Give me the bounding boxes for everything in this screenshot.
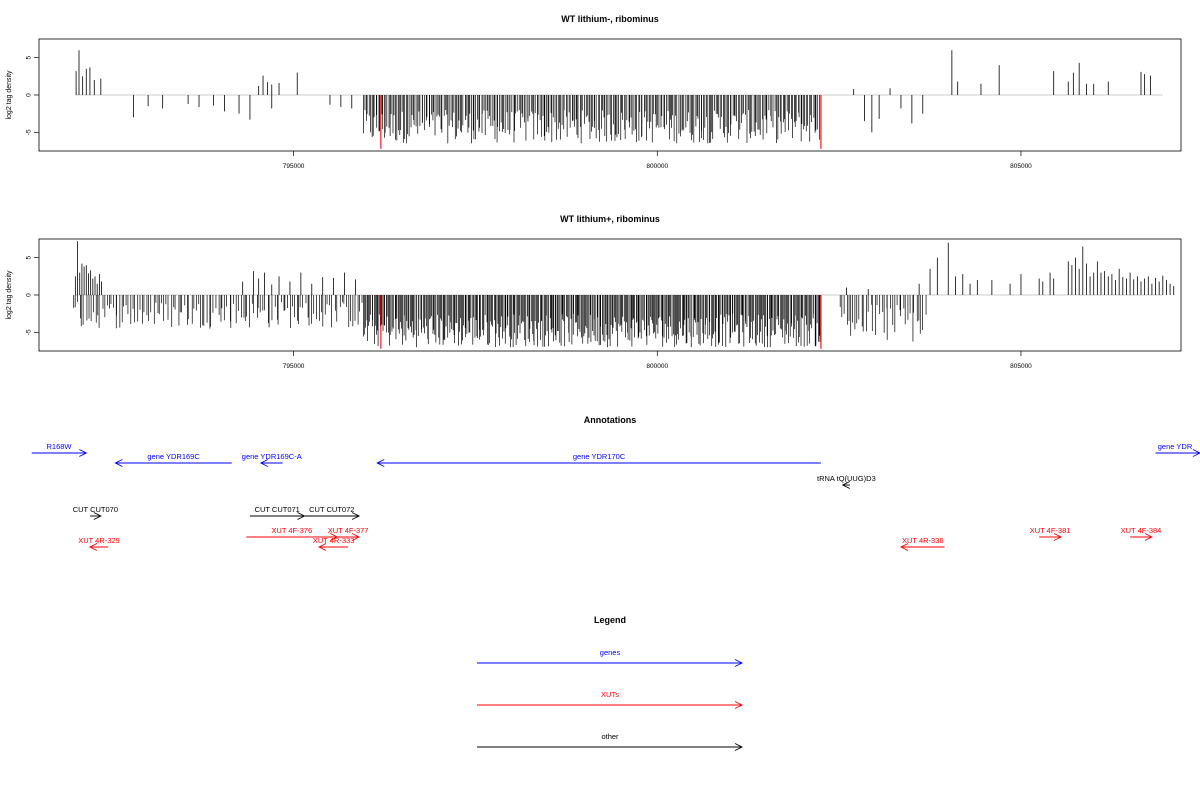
y-tick-label: 0: [26, 93, 33, 97]
x-tick-label: 795000: [283, 363, 305, 370]
annotation-feature: gene YDR169C-A: [242, 452, 302, 467]
annotation-feature: XUT 4F-384: [1121, 526, 1162, 541]
axes-group: 795000 800000 805000 -5 0 5: [26, 255, 1032, 370]
feature-arrowhead: [734, 743, 744, 751]
panel-title: WT lithium-, ribominus: [561, 14, 659, 24]
legend-label: other: [601, 732, 619, 741]
feature-arrowhead: [899, 543, 909, 551]
x-tick-label: 800000: [646, 363, 668, 370]
legend-entries: genes XUTs other: [477, 648, 744, 751]
annotation-feature: gene YDR169C: [114, 452, 232, 467]
legend: Legend genes XUTs other: [477, 615, 744, 751]
feature-arrowhead: [79, 449, 88, 457]
annotation-feature: R168W: [31, 442, 88, 457]
annotation-label: CUT CUT072: [309, 505, 354, 514]
annotation-feature: CUT CUT072: [304, 505, 361, 520]
track-panel-lithium-minus: WT lithium-, ribominus log2 tag density …: [6, 14, 1182, 170]
feature-arrowhead: [93, 512, 102, 520]
annotation-feature: XUT 4F-377: [328, 526, 369, 541]
annotation-label: CUT CUT070: [73, 505, 118, 514]
annotation-label: XUT 4R-329: [78, 536, 120, 545]
y-tick-label: 5: [26, 255, 33, 259]
feature-arrowhead: [841, 481, 850, 489]
legend-entry: other: [477, 732, 744, 751]
annotation-feature: XUT 4R-329: [78, 536, 120, 551]
feature-arrowhead: [734, 701, 744, 709]
annotation-label: CUT CUT071: [255, 505, 300, 514]
y-tick-label: -5: [26, 129, 33, 135]
x-tick-label: 795000: [283, 163, 305, 170]
feature-arrowhead: [318, 543, 327, 551]
legend-entry: genes: [477, 648, 744, 667]
legend-entry: XUTs: [477, 690, 744, 709]
annotation-label: XUT 4R-336: [902, 536, 944, 545]
annotation-label: gene YDR: [1158, 442, 1193, 451]
axes-group: 795000 800000 805000 -5 0 5: [26, 55, 1032, 170]
y-tick-label: -5: [26, 329, 33, 335]
legend-label: XUTs: [601, 690, 619, 699]
feature-arrowhead: [1144, 533, 1153, 541]
annotation-features: R168W gene YDR169C gene YDR169C-A gene YDR1…: [31, 442, 1200, 551]
panel-title: WT lithium+, ribominus: [560, 214, 660, 224]
y-axis-label: log2 tag density: [6, 70, 13, 120]
feature-arrowhead: [734, 659, 744, 667]
feature-arrowhead: [1053, 533, 1062, 541]
annotation-label: XUT 4F-376: [271, 526, 312, 535]
annotation-feature: XUT 4F-381: [1030, 526, 1071, 541]
legend-title: Legend: [594, 615, 626, 625]
annotation-feature: gene YDR170C: [376, 452, 821, 467]
annotation-label: XUT 4F-377: [328, 526, 369, 535]
x-tick-label: 805000: [1010, 363, 1032, 370]
annotation-label: tRNA tQ(UUG)D3: [817, 474, 876, 483]
annotation-feature: CUT CUT070: [73, 505, 118, 520]
feature-arrowhead: [88, 543, 98, 551]
annotations-panel: Annotations R168W gene YDR169C gene YDR169…: [31, 415, 1200, 551]
y-tick-label: 0: [26, 293, 33, 297]
bars-group: [75, 50, 1163, 149]
annotation-feature: XUT 4R-333: [313, 536, 355, 551]
annotation-label: gene YDR169C-A: [242, 452, 302, 461]
feature-arrowhead: [376, 459, 385, 467]
annotation-label: XUT 4R-333: [313, 536, 355, 545]
y-tick-label: 5: [26, 55, 33, 59]
annotation-label: R168W: [46, 442, 72, 451]
annotation-feature: gene YDR: [1155, 442, 1200, 457]
annotations-title: Annotations: [584, 415, 637, 425]
bars-group: [73, 241, 1175, 349]
annotation-label: XUT 4F-384: [1121, 526, 1162, 535]
feature-arrowhead: [1192, 449, 1200, 457]
annotation-feature: tRNA tQ(UUG)D3: [817, 474, 876, 489]
track-panel-lithium-plus: WT lithium+, ribominus log2 tag density …: [6, 214, 1182, 370]
x-tick-label: 805000: [1010, 163, 1032, 170]
annotation-label: gene YDR169C: [147, 452, 200, 461]
legend-label: genes: [600, 648, 621, 657]
annotation-label: XUT 4F-381: [1030, 526, 1071, 535]
y-axis-label: log2 tag density: [6, 270, 13, 320]
feature-arrowhead: [351, 512, 361, 520]
annotation-feature: XUT 4R-336: [899, 536, 945, 551]
annotation-label: gene YDR170C: [573, 452, 626, 461]
feature-arrowhead: [351, 533, 361, 541]
x-tick-label: 800000: [646, 163, 668, 170]
feature-arrowhead: [114, 459, 123, 467]
feature-arrowhead: [259, 459, 269, 467]
